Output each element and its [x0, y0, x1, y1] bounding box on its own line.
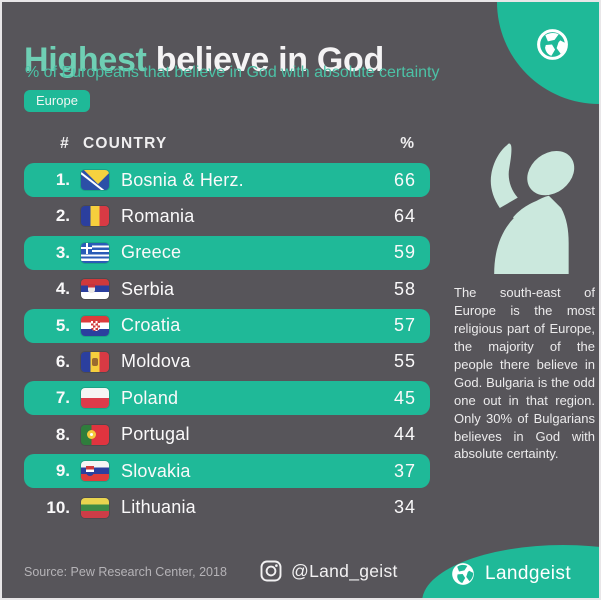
- page-title: Highest believe in God: [24, 41, 384, 80]
- page-subtitle: % of Europeans that believe in God with …: [25, 64, 440, 81]
- percent-value: 34: [393, 497, 416, 518]
- brand-logo: Landgeist: [450, 561, 571, 587]
- country-flag-icon: [81, 497, 109, 518]
- title-rest: believe in God: [146, 40, 385, 79]
- country-name: Greece: [121, 242, 182, 263]
- table-row: 3. Greece 59: [24, 235, 430, 270]
- rank-label: 1.: [55, 170, 70, 189]
- percent-value: 64: [393, 205, 416, 226]
- description-note: The south-east of Europe is the most rel…: [454, 285, 595, 462]
- country-name: Poland: [121, 387, 179, 408]
- table-row: 1. Bosnia & Herz. 66: [24, 163, 430, 197]
- table-row: 8. Portugal 44: [24, 418, 430, 452]
- title-highlight: Highest: [24, 40, 147, 79]
- percent-value: 66: [393, 169, 416, 190]
- praying-person-icon: [490, 143, 575, 274]
- region-badge: Europe: [24, 90, 90, 112]
- globe-icon: [537, 29, 568, 60]
- rank-label: 10.: [46, 497, 70, 517]
- table-header: # COUNTRY %: [24, 135, 430, 153]
- country-flag-icon: [81, 424, 109, 445]
- rank-label: 9.: [55, 461, 70, 481]
- brand-name: Landgeist: [485, 563, 572, 584]
- ranking-table: 1. Bosnia & Herz. 66 2. Romania 64 3. Gr…: [24, 163, 430, 527]
- rank-label: 6.: [55, 351, 70, 371]
- country-flag-icon: [81, 279, 109, 300]
- percent-value: 37: [393, 460, 416, 481]
- country-name: Serbia: [121, 278, 175, 299]
- column-header-rank: #: [60, 135, 70, 152]
- rank-label: 5.: [55, 315, 70, 335]
- country-flag-icon: [81, 388, 109, 409]
- percent-value: 55: [393, 351, 416, 372]
- column-header-country: COUNTRY: [83, 135, 168, 152]
- country-flag-icon: [81, 170, 109, 190]
- percent-value: 59: [393, 242, 416, 263]
- percent-value: 44: [393, 424, 416, 445]
- table-row: 2. Romania 64: [24, 199, 430, 233]
- country-flag-icon: [81, 461, 109, 482]
- brand-globe-icon: [452, 563, 474, 585]
- percent-value: 57: [393, 315, 416, 336]
- percent-value: 58: [393, 278, 416, 299]
- country-flag-icon: [81, 315, 109, 336]
- country-name: Croatia: [121, 315, 181, 336]
- table-row: 7. Poland 45: [24, 381, 430, 416]
- country-name: Portugal: [121, 424, 190, 445]
- instagram-handle: @Land_geist: [291, 560, 398, 581]
- instagram-icon: [260, 560, 282, 582]
- country-flag-icon: [81, 351, 109, 372]
- table-row: 4. Serbia 58: [24, 272, 430, 306]
- country-name: Romania: [121, 205, 195, 226]
- table-row: 10. Lithuania 34: [24, 491, 430, 525]
- country-flag-icon: [81, 242, 109, 263]
- source-text: Source: Pew Research Center, 2018: [24, 565, 227, 579]
- table-row: 6. Moldova 55: [24, 345, 430, 379]
- rank-label: 7.: [55, 388, 70, 408]
- rank-label: 8.: [55, 424, 70, 444]
- instagram-handle-block: @Land_geist: [259, 559, 398, 583]
- rank-label: 2.: [55, 206, 70, 226]
- country-flag-icon: [81, 206, 109, 227]
- rank-label: 3.: [55, 242, 70, 262]
- country-name: Slovakia: [121, 460, 191, 481]
- country-name: Bosnia & Herz.: [121, 169, 244, 190]
- percent-value: 45: [393, 387, 416, 408]
- table-row: 5. Croatia 57: [24, 308, 430, 343]
- table-row: 9. Slovakia 37: [24, 454, 430, 489]
- column-header-percent: %: [400, 135, 414, 152]
- country-name: Moldova: [121, 351, 191, 372]
- rank-label: 4.: [55, 279, 70, 299]
- country-name: Lithuania: [121, 497, 196, 518]
